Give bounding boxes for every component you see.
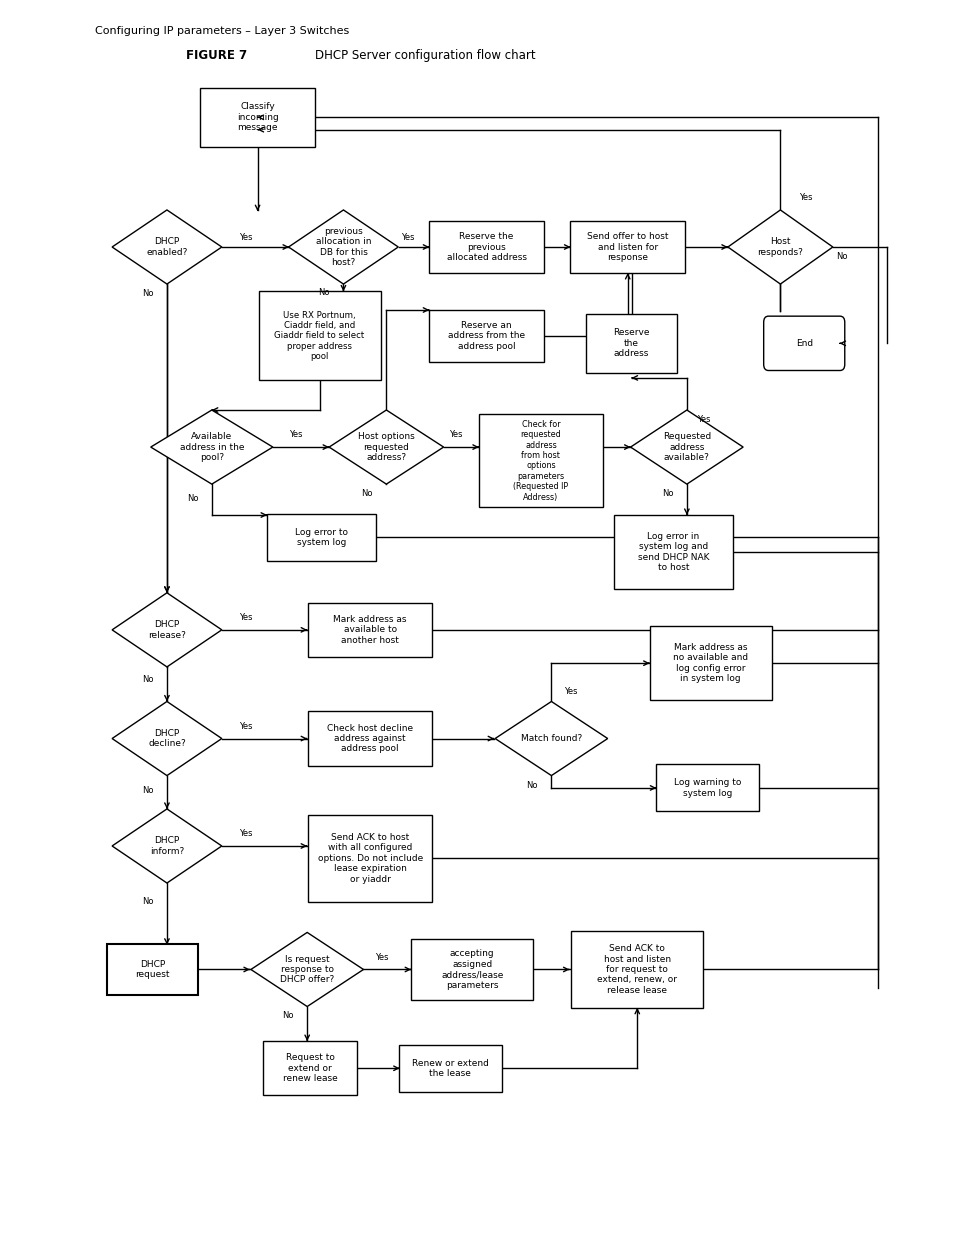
Text: Configuring IP parameters – Layer 3 Switches: Configuring IP parameters – Layer 3 Swit… (95, 26, 350, 36)
FancyBboxPatch shape (570, 221, 684, 273)
Text: No: No (282, 1010, 294, 1020)
FancyBboxPatch shape (263, 1041, 356, 1095)
Text: Log warning to
system log: Log warning to system log (674, 778, 740, 798)
FancyBboxPatch shape (649, 626, 771, 700)
Text: DHCP
decline?: DHCP decline? (148, 729, 186, 748)
Text: Send offer to host
and listen for
response: Send offer to host and listen for respon… (586, 232, 668, 262)
Text: DHCP
inform?: DHCP inform? (150, 836, 184, 856)
Text: Yes: Yes (697, 415, 710, 425)
Text: Use RX Portnum,
Ciaddr field, and
Giaddr field to select
proper address
pool: Use RX Portnum, Ciaddr field, and Giaddr… (274, 311, 364, 361)
FancyBboxPatch shape (107, 944, 198, 995)
FancyBboxPatch shape (762, 316, 843, 370)
FancyBboxPatch shape (398, 1045, 501, 1092)
Polygon shape (495, 701, 607, 776)
Text: DHCP
request: DHCP request (135, 960, 170, 979)
Text: No: No (361, 489, 373, 499)
FancyBboxPatch shape (266, 514, 375, 561)
FancyBboxPatch shape (308, 603, 432, 657)
Text: Request to
extend or
renew lease: Request to extend or renew lease (282, 1053, 337, 1083)
Text: Yes: Yes (239, 232, 253, 242)
Text: FIGURE 7: FIGURE 7 (186, 49, 247, 62)
Text: Mark address as
no available and
log config error
in system log: Mark address as no available and log con… (673, 643, 747, 683)
FancyBboxPatch shape (429, 310, 543, 362)
Text: No: No (187, 494, 198, 504)
Text: Host
responds?: Host responds? (757, 237, 802, 257)
Text: No: No (142, 674, 153, 684)
Text: Reserve the
previous
allocated address: Reserve the previous allocated address (446, 232, 526, 262)
Text: accepting
assigned
address/lease
parameters: accepting assigned address/lease paramet… (440, 950, 503, 989)
Text: Yes: Yes (375, 952, 388, 962)
Polygon shape (112, 809, 221, 883)
Text: Check for
requested
address
from host
options
parameters
(Requested IP
Address): Check for requested address from host op… (513, 420, 568, 501)
Polygon shape (112, 701, 221, 776)
FancyBboxPatch shape (200, 88, 314, 147)
Text: DHCP
enabled?: DHCP enabled? (146, 237, 188, 257)
FancyBboxPatch shape (571, 931, 702, 1008)
Text: Available
address in the
pool?: Available address in the pool? (179, 432, 244, 462)
Text: Classify
incoming
message: Classify incoming message (236, 103, 278, 132)
Text: Yes: Yes (239, 829, 253, 839)
Text: Yes: Yes (563, 687, 577, 697)
FancyBboxPatch shape (411, 939, 533, 1000)
Text: No: No (318, 288, 330, 298)
Polygon shape (727, 210, 832, 284)
Text: Yes: Yes (239, 721, 253, 731)
Text: Yes: Yes (449, 430, 462, 440)
Polygon shape (329, 410, 443, 484)
Text: No: No (142, 785, 153, 795)
Text: Yes: Yes (799, 193, 812, 203)
FancyBboxPatch shape (429, 221, 543, 273)
Text: Send ACK to
host and listen
for request to
extend, renew, or
release lease: Send ACK to host and listen for request … (597, 945, 677, 994)
Text: Mark address as
available to
another host: Mark address as available to another hos… (333, 615, 407, 645)
Text: Check host decline
address against
address pool: Check host decline address against addre… (327, 724, 413, 753)
Text: Renew or extend
the lease: Renew or extend the lease (412, 1058, 488, 1078)
Text: No: No (142, 897, 153, 906)
Text: Send ACK to host
with all configured
options. Do not include
lease expiration
or: Send ACK to host with all configured opt… (317, 834, 422, 883)
FancyBboxPatch shape (478, 415, 602, 506)
Text: DHCP
release?: DHCP release? (148, 620, 186, 640)
Text: Yes: Yes (239, 613, 253, 622)
Text: Host options
requested
address?: Host options requested address? (357, 432, 415, 462)
Text: End: End (795, 338, 812, 348)
Text: DHCP Server configuration flow chart: DHCP Server configuration flow chart (314, 49, 535, 62)
FancyBboxPatch shape (308, 711, 432, 766)
Polygon shape (151, 410, 273, 484)
FancyBboxPatch shape (585, 314, 677, 373)
FancyBboxPatch shape (614, 515, 732, 589)
Polygon shape (112, 593, 221, 667)
Polygon shape (630, 410, 742, 484)
FancyBboxPatch shape (308, 815, 432, 902)
Text: Requested
address
available?: Requested address available? (662, 432, 710, 462)
Text: Is request
response to
DHCP offer?: Is request response to DHCP offer? (280, 955, 334, 984)
Text: Yes: Yes (400, 232, 414, 242)
Polygon shape (251, 932, 363, 1007)
Text: Log error to
system log: Log error to system log (294, 527, 348, 547)
Text: Yes: Yes (289, 430, 302, 440)
Text: No: No (142, 289, 153, 299)
Polygon shape (112, 210, 221, 284)
Text: No: No (526, 781, 537, 790)
Text: Log error in
system log and
send DHCP NAK
to host: Log error in system log and send DHCP NA… (638, 532, 708, 572)
Text: previous
allocation in
DB for this
host?: previous allocation in DB for this host? (315, 227, 371, 267)
Text: No: No (835, 252, 846, 262)
Text: Reserve
the
address: Reserve the address (613, 329, 649, 358)
Polygon shape (288, 210, 398, 284)
FancyBboxPatch shape (258, 291, 380, 380)
Text: Reserve an
address from the
address pool: Reserve an address from the address pool (448, 321, 524, 351)
Text: No: No (661, 489, 673, 499)
Text: Match found?: Match found? (520, 734, 581, 743)
FancyBboxPatch shape (656, 764, 759, 811)
